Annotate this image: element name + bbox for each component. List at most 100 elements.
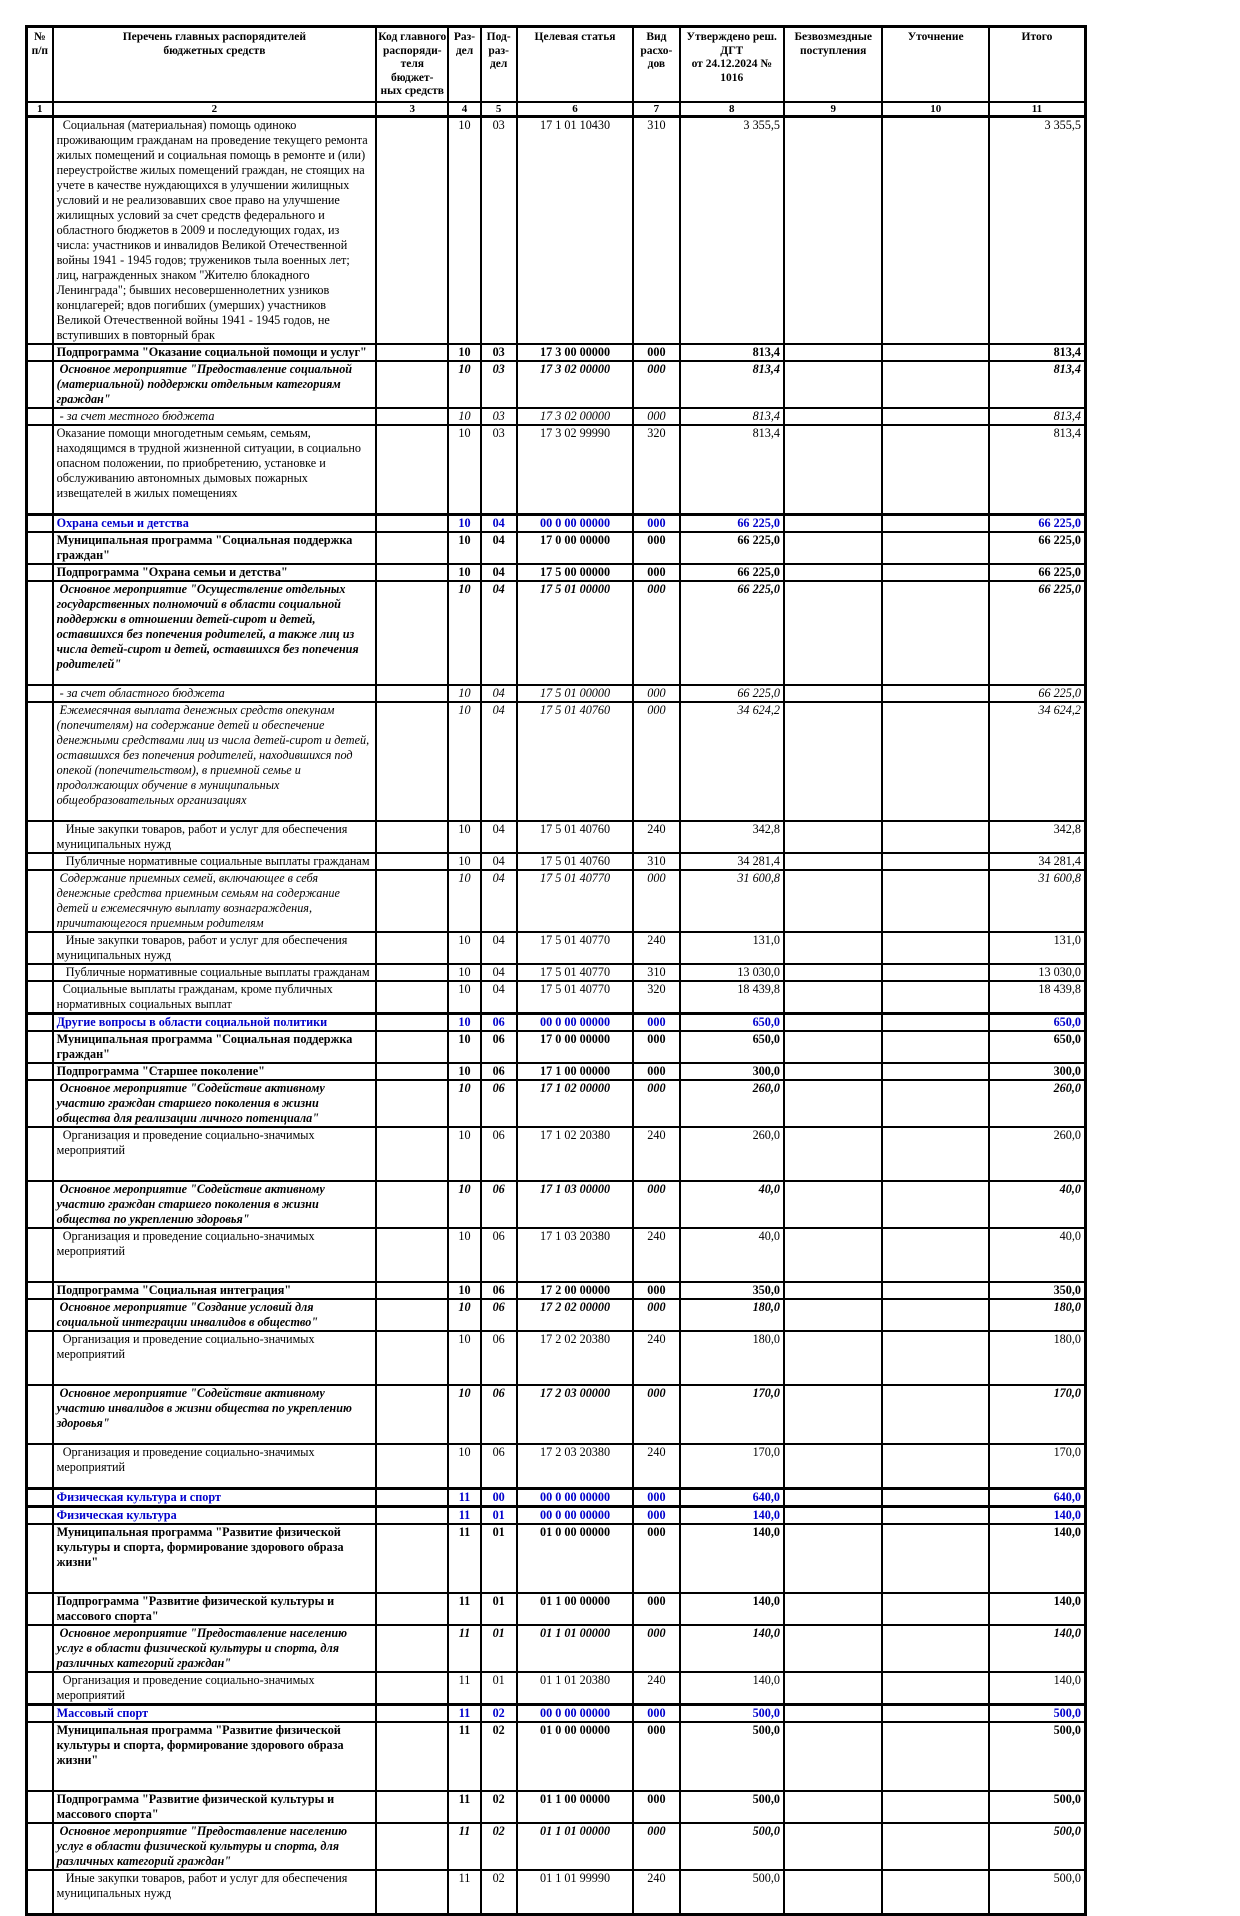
cell-grbs-code <box>375 851 450 871</box>
cell-adjustment-amount <box>881 1280 990 1300</box>
cell-approved-amount: 13 030,0 <box>678 962 785 982</box>
cell-podrazdel: 01 <box>479 1670 518 1705</box>
cell-gratuitous-amount <box>782 1702 884 1723</box>
cell-razdel: 10 <box>447 1125 482 1182</box>
cell-description: Муниципальная программа "Социальная подд… <box>51 1029 378 1064</box>
cell-adjustment-amount <box>881 115 990 345</box>
cell-description: Организация и проведение социально-значи… <box>51 1442 378 1489</box>
cell-total-amount: 813,4 <box>987 406 1087 426</box>
cell-grbs-code <box>375 1868 450 1915</box>
column-number: 8 <box>678 100 785 118</box>
cell-adjustment-amount <box>881 1383 990 1445</box>
cell-podrazdel: 02 <box>479 1720 518 1792</box>
cell-adjustment-amount <box>881 1486 990 1507</box>
cell-expense-type: 310 <box>632 115 681 345</box>
cell-expense-type: 000 <box>632 1702 681 1723</box>
table-row: - за счет областного бюджета 10 04 17 5 01 … <box>25 683 1087 703</box>
cell-podrazdel: 01 <box>479 1591 518 1626</box>
cell-razdel: 11 <box>447 1670 482 1705</box>
cell-gratuitous-amount <box>782 562 884 582</box>
col-header-grbs-list: Перечень главных распорядителей бюджетны… <box>51 25 378 103</box>
cell-target-article: 17 2 02 20380 <box>515 1329 635 1386</box>
cell-expense-type: 000 <box>632 1011 681 1032</box>
cell-razdel: 10 <box>447 579 482 686</box>
cell-approved-amount: 500,0 <box>678 1821 785 1871</box>
cell-total-amount: 260,0 <box>987 1125 1087 1182</box>
cell-approved-amount: 813,4 <box>678 406 785 426</box>
cell-gratuitous-amount <box>782 1383 884 1445</box>
cell-adjustment-amount <box>881 1297 990 1332</box>
cell-description: Муниципальная программа "Социальная подд… <box>51 530 378 565</box>
cell-razdel: 11 <box>447 1868 482 1915</box>
cell-row-number <box>25 1078 54 1128</box>
table-row: Массовый спорт 11 02 00 0 00 00000 000 500,0 5… <box>25 1702 1087 1723</box>
cell-row-number <box>25 1011 54 1032</box>
cell-razdel: 10 <box>447 851 482 871</box>
cell-razdel: 10 <box>447 683 482 703</box>
cell-podrazdel: 06 <box>479 1297 518 1332</box>
cell-grbs-code <box>375 1125 450 1182</box>
cell-razdel: 10 <box>447 700 482 822</box>
cell-podrazdel: 02 <box>479 1789 518 1824</box>
cell-adjustment-amount <box>881 819 990 854</box>
cell-row-number <box>25 1821 54 1871</box>
cell-grbs-code <box>375 1486 450 1507</box>
cell-gratuitous-amount <box>782 1297 884 1332</box>
cell-target-article: 17 1 03 00000 <box>515 1179 635 1229</box>
cell-description: Муниципальная программа "Развитие физиче… <box>51 1720 378 1792</box>
col-header-expense-type: Вид расхо- дов <box>632 25 681 103</box>
table-row: Основное мероприятие "Содействие активно… <box>25 1078 1087 1128</box>
cell-adjustment-amount <box>881 868 990 933</box>
cell-total-amount: 813,4 <box>987 359 1087 409</box>
cell-description: Основное мероприятие "Осуществление отде… <box>51 579 378 686</box>
cell-approved-amount: 66 225,0 <box>678 562 785 582</box>
cell-adjustment-amount <box>881 423 990 515</box>
cell-approved-amount: 31 600,8 <box>678 868 785 933</box>
cell-total-amount: 170,0 <box>987 1442 1087 1489</box>
cell-podrazdel: 06 <box>479 1329 518 1386</box>
cell-podrazdel: 06 <box>479 1078 518 1128</box>
cell-description: Массовый спорт <box>51 1702 378 1723</box>
cell-grbs-code <box>375 512 450 533</box>
cell-description: Иные закупки товаров, работ и услуг для … <box>51 930 378 965</box>
cell-gratuitous-amount <box>782 579 884 686</box>
cell-row-number <box>25 851 54 871</box>
table-row: Подпрограмма "Старшее поколение" 10 06 17 1… <box>25 1061 1087 1081</box>
cell-target-article: 17 5 01 40760 <box>515 819 635 854</box>
cell-target-article: 01 1 01 20380 <box>515 1670 635 1705</box>
cell-podrazdel: 06 <box>479 1011 518 1032</box>
cell-row-number <box>25 1329 54 1386</box>
cell-razdel: 11 <box>447 1789 482 1824</box>
cell-grbs-code <box>375 1821 450 1871</box>
cell-row-number <box>25 1280 54 1300</box>
cell-razdel: 11 <box>447 1522 482 1594</box>
cell-grbs-code <box>375 1504 450 1525</box>
cell-total-amount: 34 281,4 <box>987 851 1087 871</box>
cell-target-article: 17 5 00 00000 <box>515 562 635 582</box>
cell-total-amount: 180,0 <box>987 1297 1087 1332</box>
cell-description: Содержание приемных семей, включающее в … <box>51 868 378 933</box>
cell-razdel: 10 <box>447 359 482 409</box>
cell-razdel: 11 <box>447 1623 482 1673</box>
cell-grbs-code <box>375 1789 450 1824</box>
cell-razdel: 10 <box>447 979 482 1014</box>
cell-description: Основное мероприятие "Предоставление нас… <box>51 1821 378 1871</box>
cell-total-amount: 640,0 <box>987 1486 1087 1507</box>
column-number: 10 <box>881 100 990 118</box>
cell-description: Основное мероприятие "Предоставление нас… <box>51 1623 378 1673</box>
cell-row-number <box>25 1061 54 1081</box>
cell-adjustment-amount <box>881 1522 990 1594</box>
cell-grbs-code <box>375 359 450 409</box>
cell-gratuitous-amount <box>782 1442 884 1489</box>
cell-podrazdel: 00 <box>479 1486 518 1507</box>
table-row: Подпрограмма "Оказание социальной помощи… <box>25 342 1087 362</box>
cell-approved-amount: 170,0 <box>678 1442 785 1489</box>
cell-razdel: 10 <box>447 423 482 515</box>
column-number: 7 <box>632 100 681 118</box>
cell-razdel: 10 <box>447 512 482 533</box>
cell-expense-type: 000 <box>632 1280 681 1300</box>
cell-approved-amount: 500,0 <box>678 1702 785 1723</box>
cell-target-article: 17 2 02 00000 <box>515 1297 635 1332</box>
cell-razdel: 10 <box>447 1226 482 1283</box>
